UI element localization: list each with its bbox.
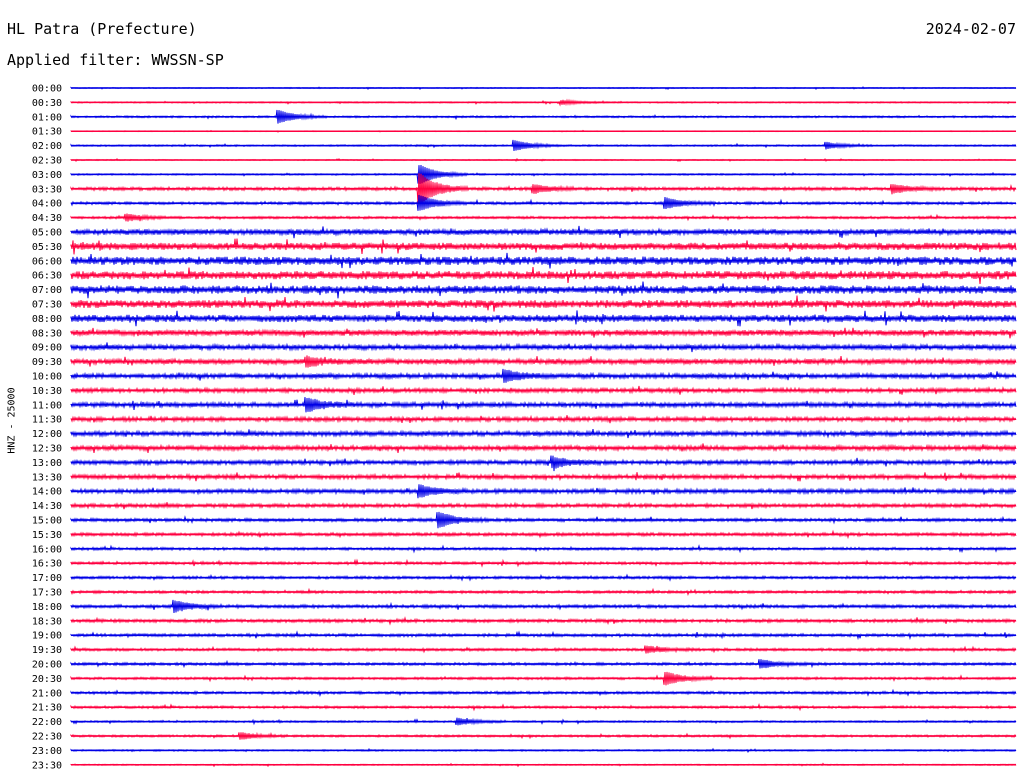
time-label: 07:00 [32, 285, 62, 296]
time-label: 20:00 [32, 660, 62, 671]
time-label: 13:30 [32, 472, 62, 483]
time-label: 01:30 [32, 127, 62, 138]
time-label: 15:00 [32, 516, 62, 527]
time-label: 05:00 [32, 228, 62, 239]
time-label: 01:00 [32, 112, 62, 123]
time-label: 13:00 [32, 458, 62, 469]
time-label: 07:30 [32, 300, 62, 311]
time-label: 02:00 [32, 141, 62, 152]
time-label: 18:00 [32, 602, 62, 613]
time-label: 12:30 [32, 444, 62, 455]
time-label: 11:00 [32, 400, 62, 411]
time-label: 21:00 [32, 688, 62, 699]
time-label: 23:00 [32, 746, 62, 757]
time-label: 16:30 [32, 559, 62, 570]
trace-line [70, 225, 1017, 239]
time-label: 12:00 [32, 429, 62, 440]
time-label: 10:00 [32, 372, 62, 383]
station-title: HL Patra (Prefecture) [7, 20, 197, 38]
time-label: 00:00 [32, 84, 62, 95]
time-label: 15:30 [32, 530, 62, 541]
time-label: 00:30 [32, 98, 62, 109]
date-label: 2024-02-07 [925, 20, 1016, 38]
trace-line [70, 455, 1017, 472]
time-label: 22:00 [32, 717, 62, 728]
time-label: 14:30 [32, 501, 62, 512]
time-label: 04:00 [32, 199, 62, 210]
time-label: 17:30 [32, 588, 62, 599]
time-label: 18:30 [32, 616, 62, 627]
time-label: 02:30 [32, 156, 62, 167]
time-label: 08:30 [32, 328, 62, 339]
time-label: 03:30 [32, 184, 62, 195]
filter-label: Applied filter: WWSSN-SP [7, 51, 224, 69]
time-label: 09:00 [32, 343, 62, 354]
time-label: 22:30 [32, 732, 62, 743]
time-label: 11:30 [32, 415, 62, 426]
time-label: 09:30 [32, 357, 62, 368]
time-label: 10:30 [32, 386, 62, 397]
trace-line [70, 443, 1017, 453]
time-label: 21:30 [32, 703, 62, 714]
time-label: 17:00 [32, 573, 62, 584]
time-label: 08:00 [32, 314, 62, 325]
time-label: 19:30 [32, 645, 62, 656]
time-label: 20:30 [32, 674, 62, 685]
time-label: 03:00 [32, 170, 62, 181]
time-label: 05:30 [32, 242, 62, 253]
time-label: 16:00 [32, 544, 62, 555]
time-label: 04:30 [32, 213, 62, 224]
time-label: 06:00 [32, 256, 62, 267]
time-label: 23:30 [32, 760, 62, 771]
time-label: 14:00 [32, 487, 62, 498]
time-label: 19:00 [32, 631, 62, 642]
time-label: 06:30 [32, 271, 62, 282]
